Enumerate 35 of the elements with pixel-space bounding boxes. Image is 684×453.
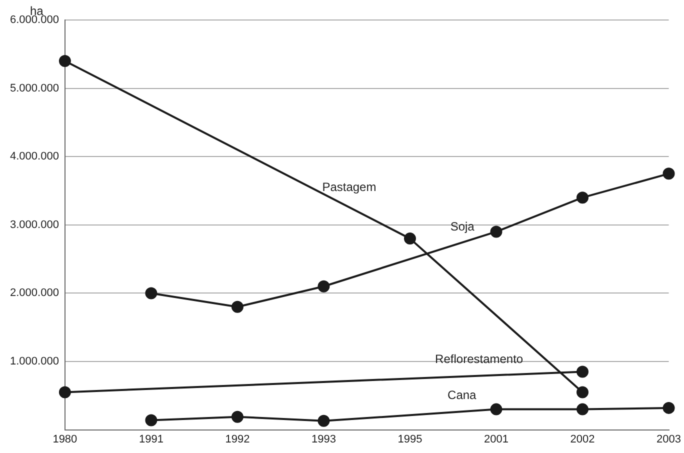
x-tick-label: 2001 <box>484 433 508 446</box>
x-tick-label: 1995 <box>398 433 422 446</box>
point <box>576 192 589 204</box>
point <box>231 300 244 313</box>
series-label: Pastagem <box>322 180 376 194</box>
y-tick-label: 4.000.000 <box>10 150 59 163</box>
x-tick-label: 1993 <box>311 433 336 446</box>
point <box>576 403 589 416</box>
point <box>490 403 502 416</box>
point <box>490 226 502 238</box>
point <box>662 168 675 180</box>
point <box>318 414 330 427</box>
point <box>231 410 244 423</box>
x-tick-label: 2002 <box>570 433 595 446</box>
point <box>318 280 330 292</box>
series-label: Soja <box>450 219 475 234</box>
point <box>576 386 589 398</box>
x-tick-label: 1992 <box>225 433 250 446</box>
y-tick-label: 5.000.000 <box>10 82 59 94</box>
point <box>145 287 158 300</box>
x-tick-label: 1991 <box>138 433 164 446</box>
y-tick-label: 1.000.000 <box>10 356 59 368</box>
point <box>576 366 589 378</box>
x-tick-label: 1980 <box>52 433 78 446</box>
y-tick-label: 6.000.000 <box>10 14 59 26</box>
y-tick-label: 2.000.000 <box>10 287 59 300</box>
point <box>58 54 71 67</box>
point <box>145 414 158 426</box>
series-label: Cana <box>448 388 477 402</box>
point <box>58 386 71 398</box>
point <box>662 402 675 414</box>
x-tick-label: 2003 <box>656 433 682 446</box>
y-tick-label: 3.000.000 <box>10 218 59 231</box>
series-label: Reflorestamento <box>435 352 524 366</box>
point <box>404 232 416 245</box>
